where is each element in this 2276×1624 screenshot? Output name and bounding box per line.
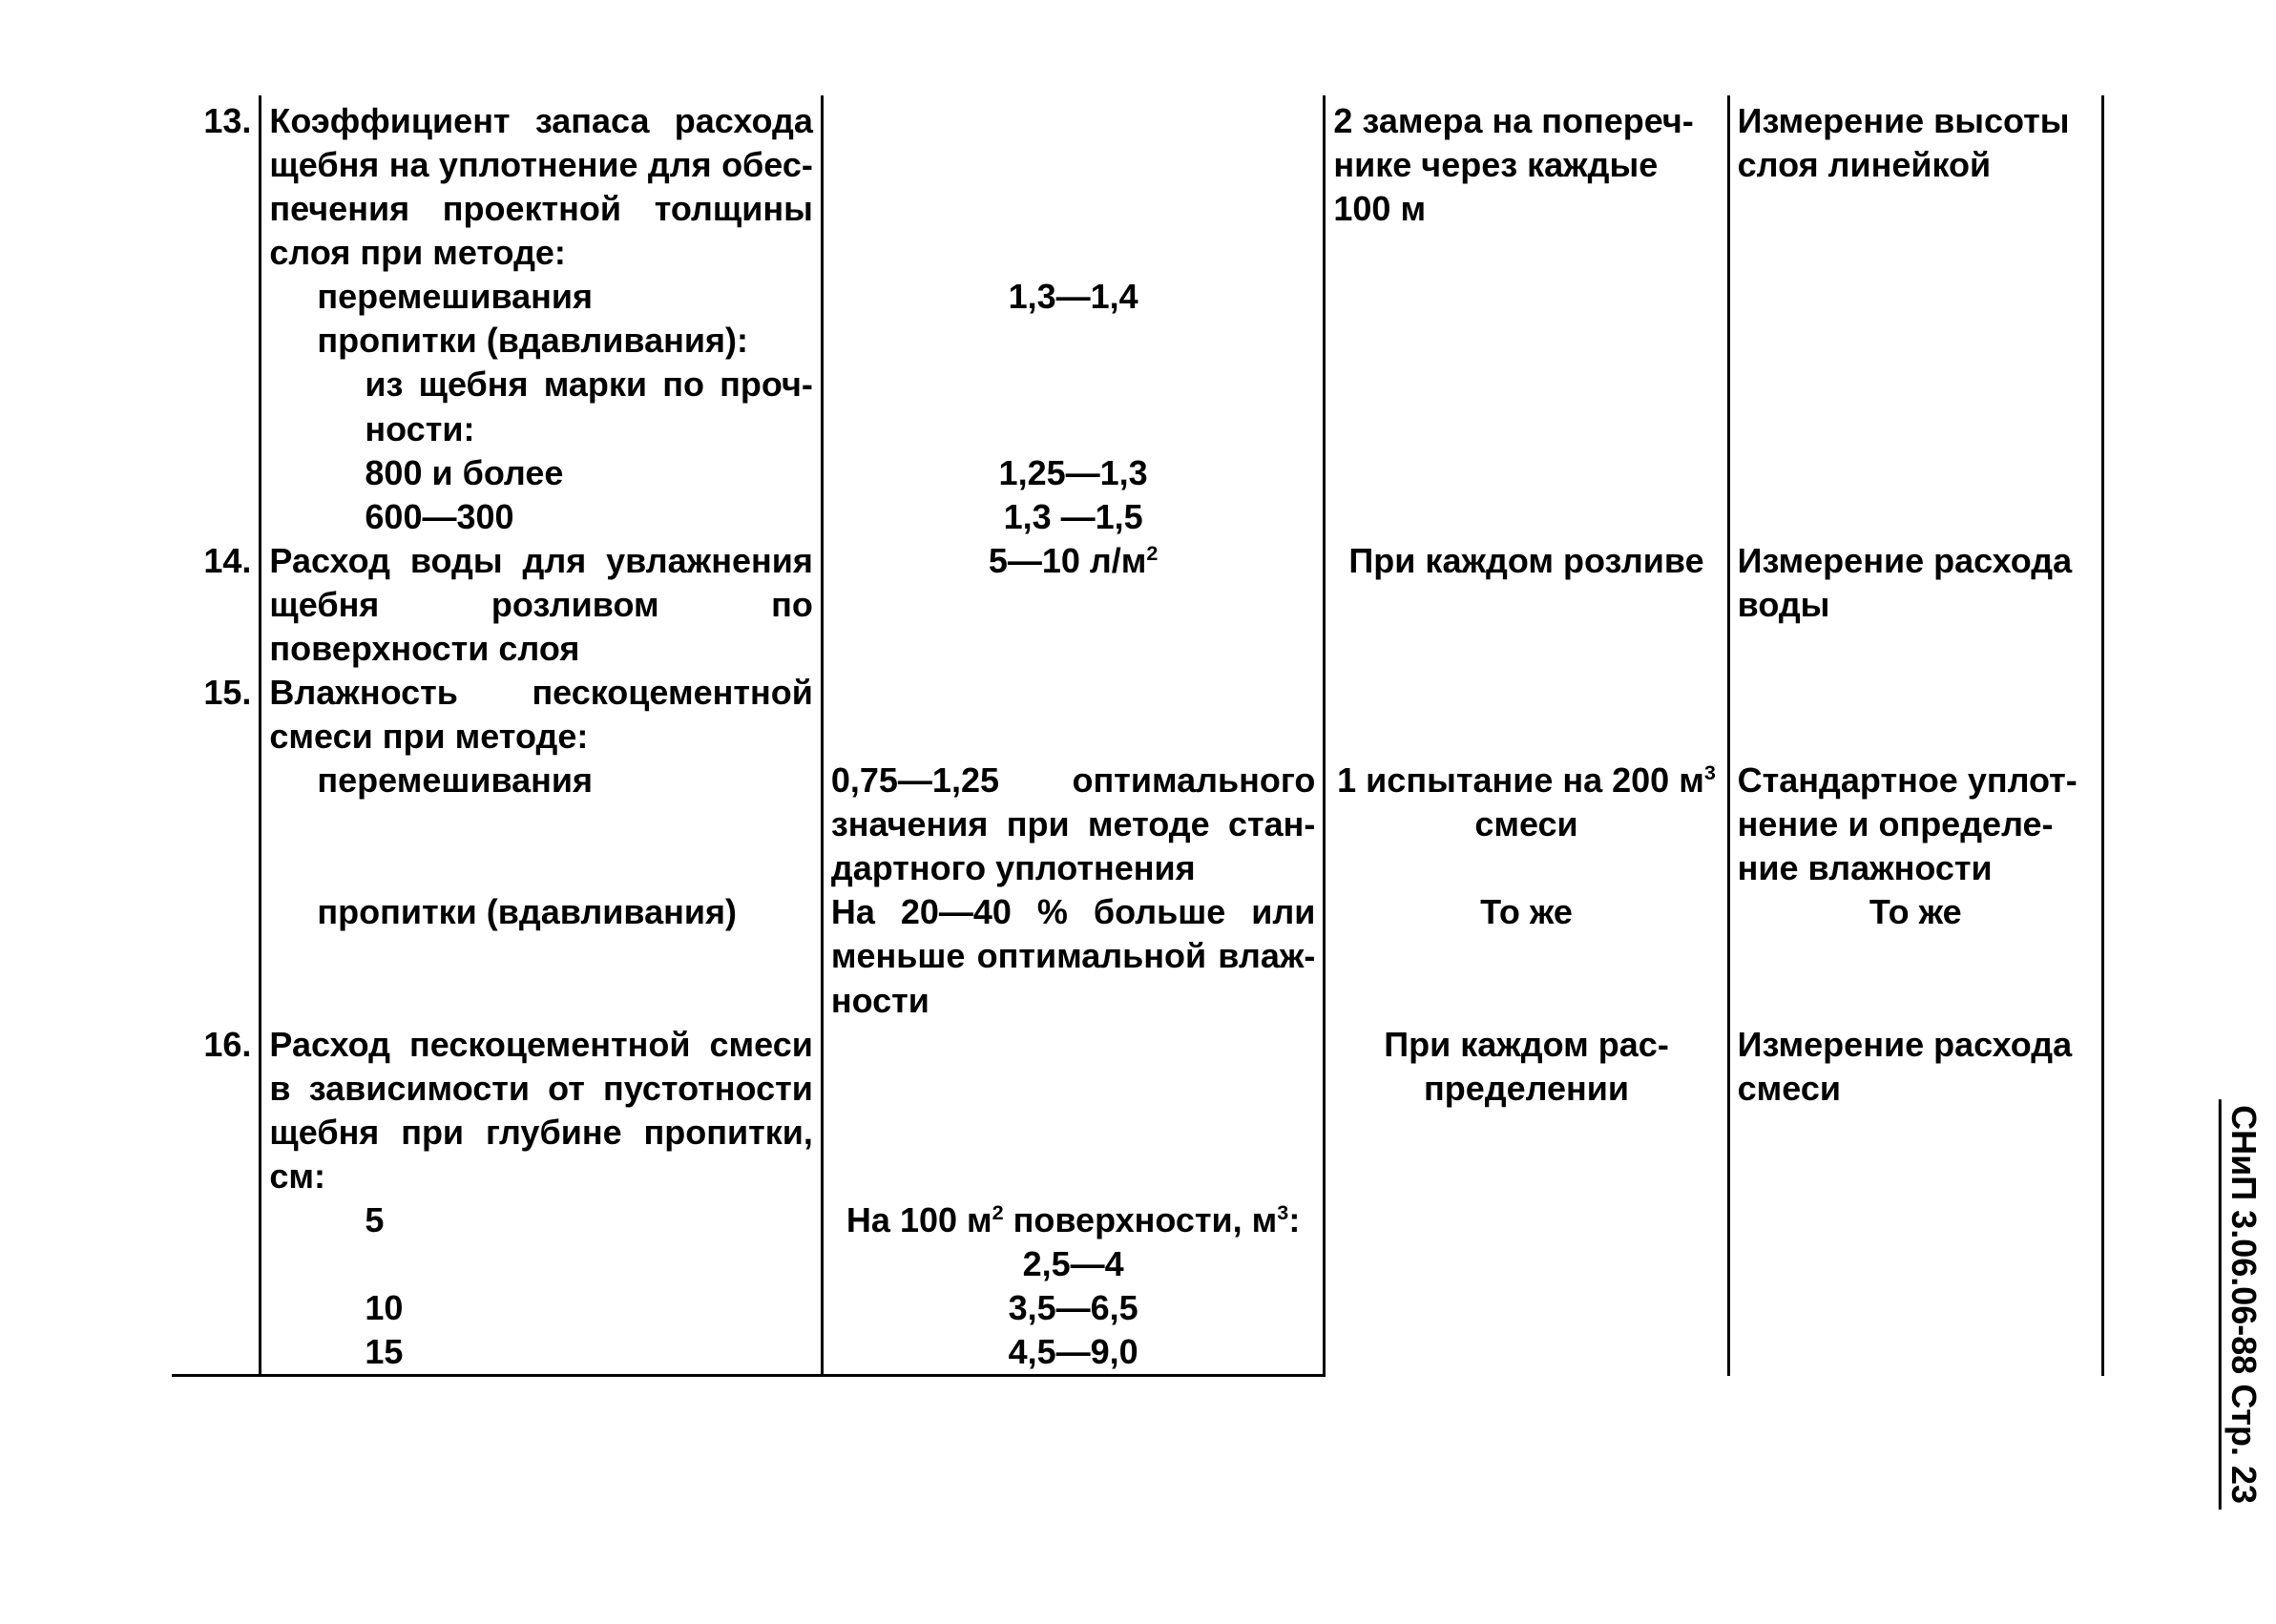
row-13-title: Коэффициент запаса расхода щебня на упло… [261, 99, 822, 275]
requirements-table: 13.Коэффициент запаса расхода щебня на у… [172, 95, 2104, 1472]
page-side-label: СНиП 3.06.06-88 Стр. 23 [2219, 1099, 2266, 1509]
row-13-method: Измерение высоты слоя линейкой [1728, 99, 2102, 539]
row-13-control: 2 замера на попереч­нике через каждые 10… [1325, 99, 1728, 539]
document-page: 13.Коэффициент запаса расхода щебня на у… [0, 0, 2276, 1624]
